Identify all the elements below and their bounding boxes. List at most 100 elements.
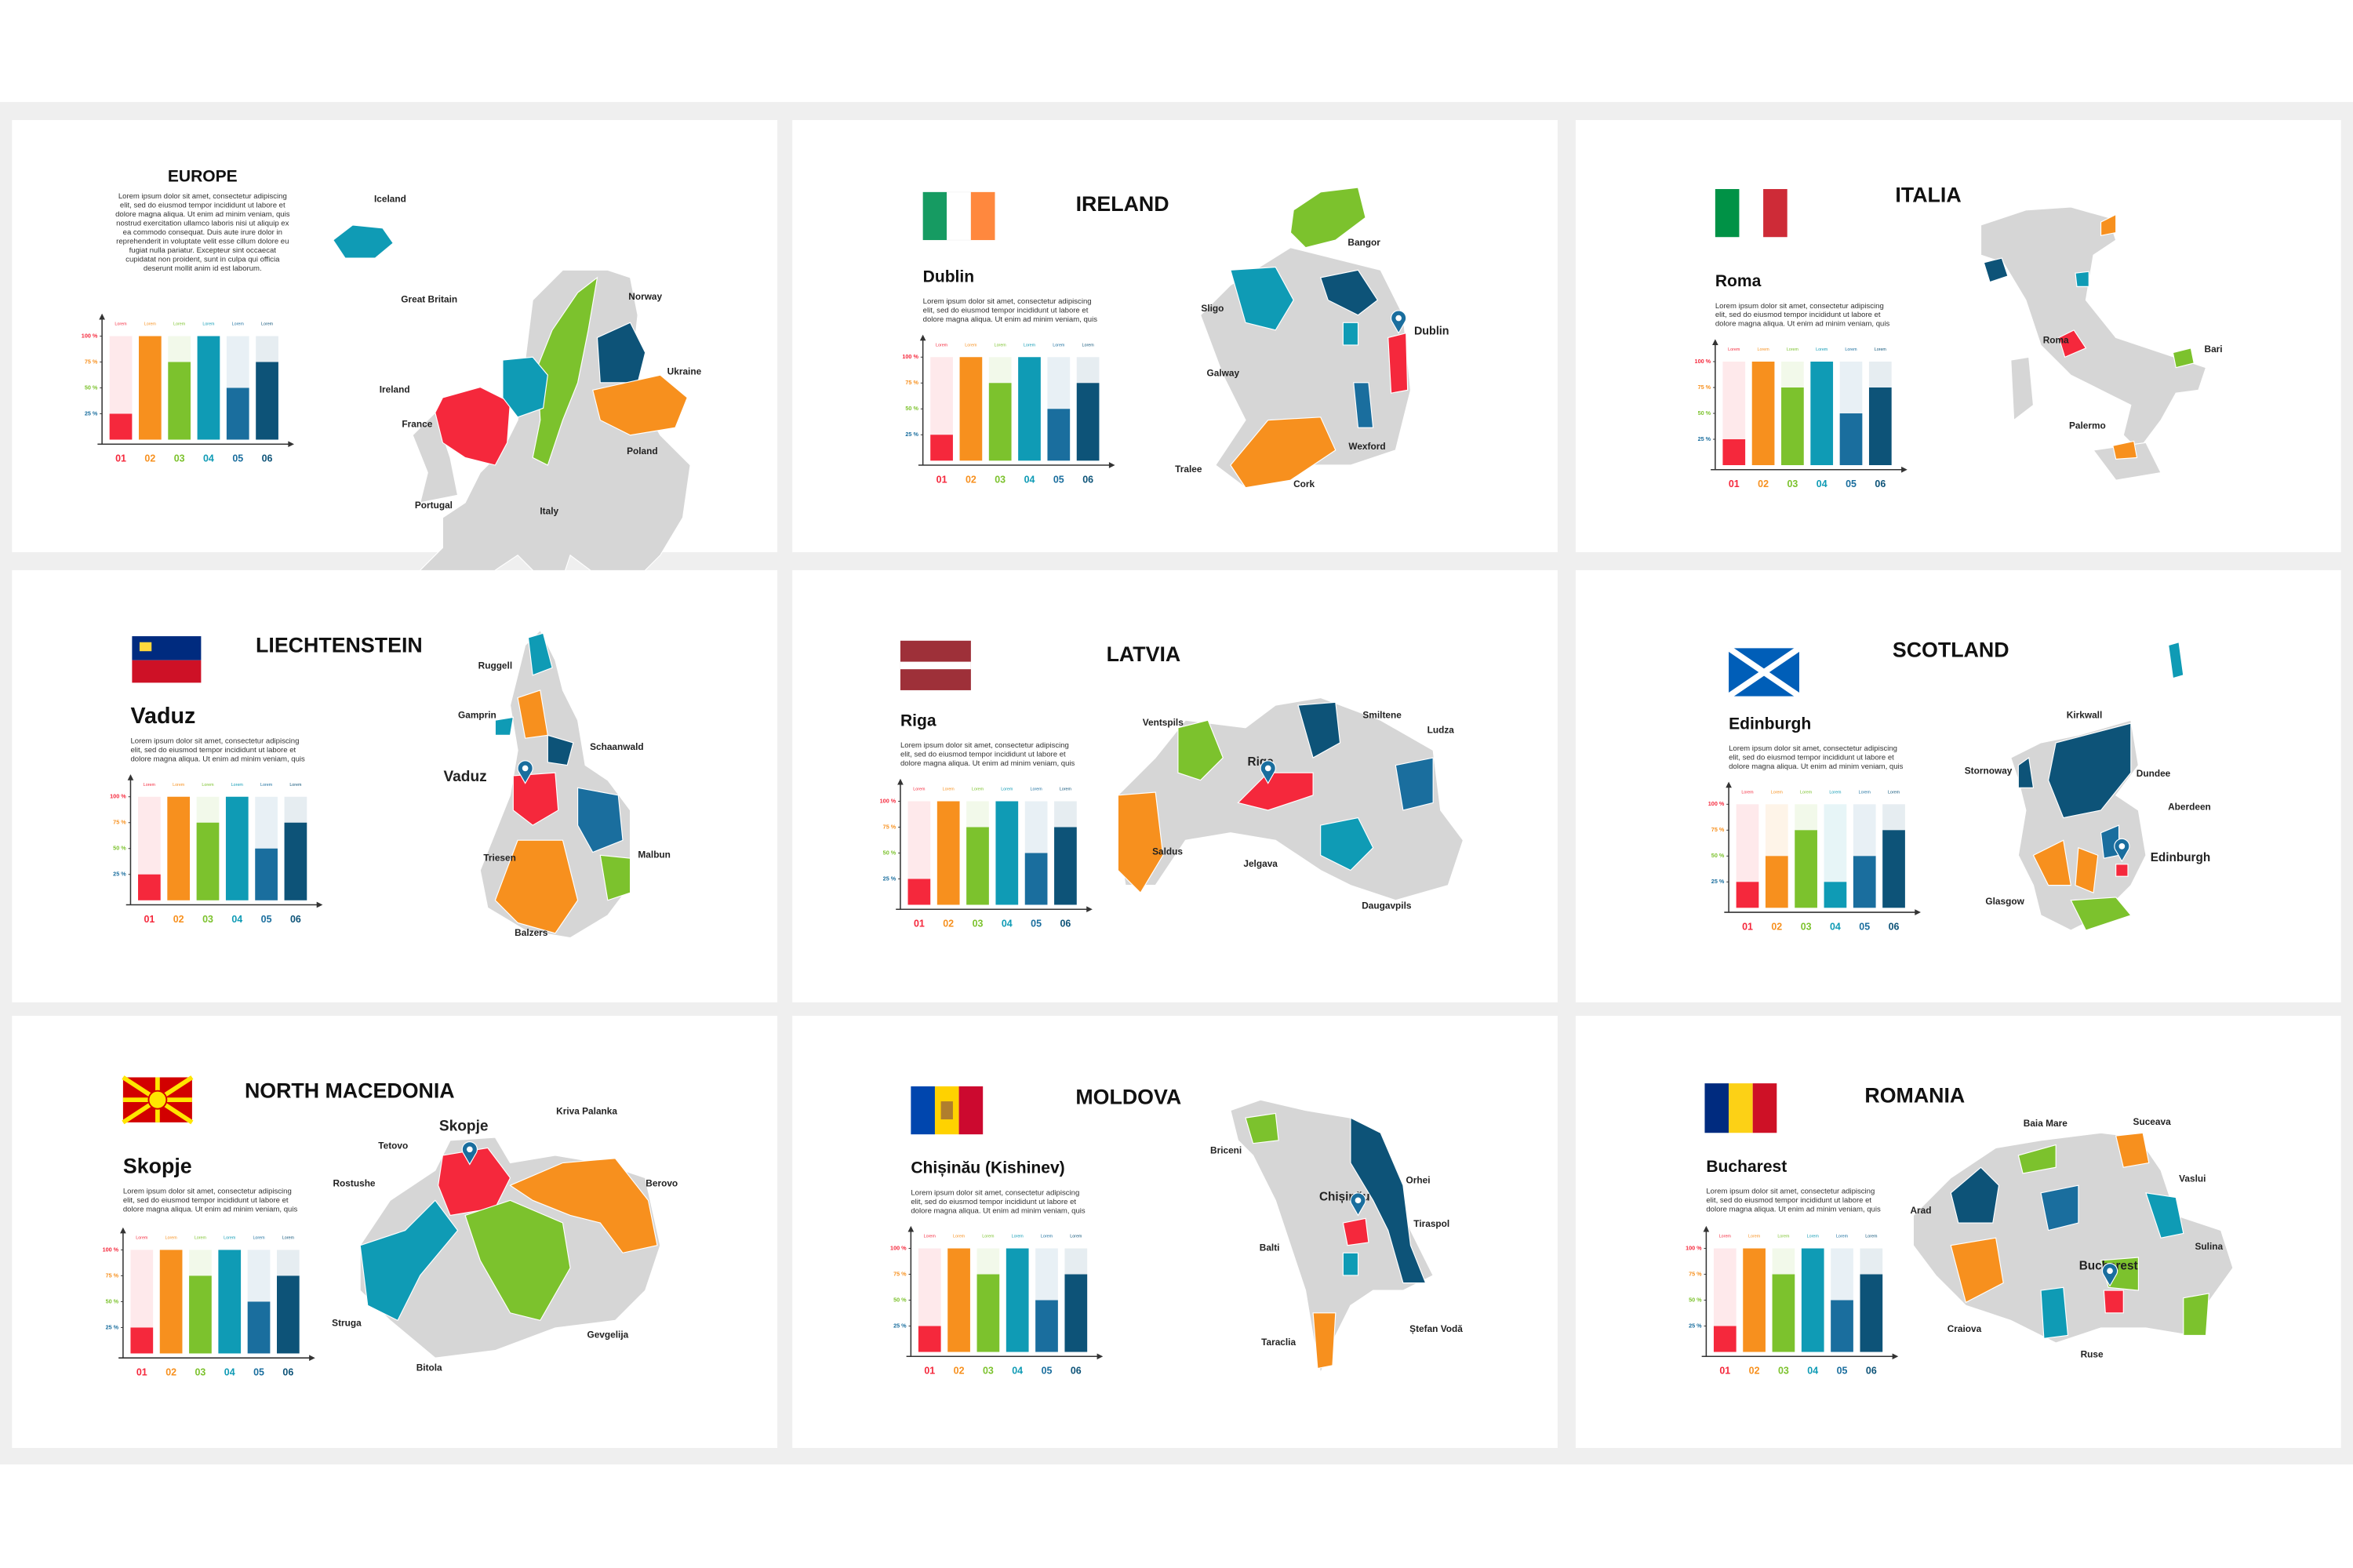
bar-caption: Lorem <box>231 783 244 788</box>
map-label: Schaanwald <box>590 741 644 752</box>
x-tick-label: 06 <box>1060 919 1071 930</box>
body-text: ea commodo consequat. Duis aute irure do… <box>123 228 282 237</box>
x-tick-label: 02 <box>943 919 954 930</box>
map-pin-dot <box>1355 1197 1362 1204</box>
body-text: Lorem ipsum dolor sit amet, consectetur … <box>1706 1187 1875 1195</box>
x-tick-label: 03 <box>995 474 1006 485</box>
bar <box>1839 413 1863 466</box>
bar-caption: Lorem <box>1875 347 1887 352</box>
map-label: Arad <box>1910 1205 1931 1216</box>
map-label: Norway <box>628 291 662 302</box>
axis-arrow <box>919 334 926 341</box>
x-tick-label: 06 <box>1071 1366 1082 1377</box>
x-tick-label: 06 <box>1082 474 1093 485</box>
body-text: elit, sed do eiusmod tempor incididunt u… <box>123 1196 289 1205</box>
x-tick-label: 04 <box>203 453 214 464</box>
x-tick-label: 05 <box>1837 1366 1848 1377</box>
map-pin-dot <box>2107 1268 2113 1275</box>
bar <box>1006 1248 1029 1352</box>
map-region <box>547 734 574 766</box>
x-tick-label: 01 <box>1719 1366 1730 1377</box>
y-tick-label: 50 % <box>1698 409 1711 417</box>
map-region <box>577 787 624 853</box>
bar-caption: Lorem <box>136 1236 148 1241</box>
map-label: Italy <box>540 505 558 516</box>
axis-arrow <box>127 774 134 780</box>
y-tick-label: 75 % <box>1711 826 1725 833</box>
bar-caption: Lorem <box>1082 343 1095 347</box>
body-text: deserunt mollit anim id est laborum. <box>144 264 262 273</box>
flag-romania <box>1704 1083 1777 1133</box>
x-tick-label: 06 <box>1875 478 1886 489</box>
axis-arrow <box>309 1355 315 1362</box>
map-region <box>2048 722 2132 819</box>
x-tick-label: 06 <box>282 1367 293 1378</box>
map-region <box>1312 1312 1337 1370</box>
map-label: Portugal <box>415 500 453 511</box>
map-label: Dundee <box>2137 768 2171 779</box>
x-tick-label: 01 <box>136 1367 147 1378</box>
map-region <box>1230 417 1337 489</box>
y-tick-label: 25 % <box>883 875 896 882</box>
y-tick-label: 50 % <box>113 845 126 852</box>
slide <box>1575 120 2341 552</box>
bar-caption: Lorem <box>232 322 245 327</box>
y-tick-label: 75 % <box>106 1271 119 1279</box>
city-name: Chișinău (Kishinev) <box>911 1159 1064 1177</box>
bar-caption: Lorem <box>144 322 157 327</box>
map-region <box>527 632 553 676</box>
map-region <box>1342 322 1359 346</box>
map-region <box>2040 1286 2069 1339</box>
bar <box>930 435 953 461</box>
map-pin-dot <box>522 765 529 772</box>
body-text: Lorem ipsum dolor sit amet, consectetur … <box>900 741 1069 750</box>
map-label: Daugavpils <box>1362 900 1412 911</box>
map-region <box>2070 897 2132 931</box>
map-region <box>1320 817 1374 871</box>
y-tick-label: 50 % <box>883 849 896 856</box>
map-label: Struga <box>332 1317 362 1328</box>
map-region <box>532 276 598 466</box>
body-text: elit, sed do eiusmod tempor incididunt u… <box>1706 1196 1871 1205</box>
map-label: Poland <box>627 446 658 457</box>
map-region <box>2017 1144 2057 1174</box>
map-label: Kirkwall <box>2067 710 2102 721</box>
axis-arrow <box>1108 462 1115 468</box>
body-text: reprehenderit in voluptate velit esse ci… <box>116 238 289 246</box>
bar-caption: Lorem <box>1816 347 1828 352</box>
map-region <box>359 1199 459 1322</box>
map-region <box>494 839 579 934</box>
bar-caption: Lorem <box>115 322 127 327</box>
bar-caption: Lorem <box>972 788 984 792</box>
axis-arrow <box>288 441 294 448</box>
map-region <box>2075 846 2099 894</box>
y-tick-label: 25 % <box>1698 435 1711 442</box>
bar-caption: Lorem <box>995 343 1007 347</box>
y-tick-label: 50 % <box>85 384 98 391</box>
bar <box>1722 439 1746 466</box>
bar <box>225 796 249 900</box>
body-text: Lorem ipsum dolor sit amet, consectetur … <box>1715 302 1884 311</box>
axis-arrow <box>1086 906 1093 913</box>
x-tick-label: 01 <box>115 453 126 464</box>
x-tick-label: 01 <box>1742 921 1753 932</box>
bar-caption: Lorem <box>953 1235 966 1239</box>
axis-arrow <box>1901 466 1907 473</box>
map-region <box>512 772 559 826</box>
x-tick-label: 04 <box>1012 1366 1023 1377</box>
bar-caption: Lorem <box>1771 790 1784 795</box>
map-label: Ventspils <box>1143 717 1184 728</box>
x-tick-label: 03 <box>1787 478 1798 489</box>
body-text: nostrud exercitation ullamco laboris nis… <box>116 220 289 228</box>
bar <box>1064 1274 1088 1352</box>
y-tick-label: 25 % <box>905 431 918 438</box>
bar <box>1076 383 1100 461</box>
map-region <box>1387 332 1409 394</box>
map-label: Edinburgh <box>2151 851 2210 864</box>
map-region <box>494 716 515 736</box>
map-pin <box>1350 1192 1366 1217</box>
bar <box>1024 853 1048 905</box>
x-tick-label: 04 <box>1817 478 1827 489</box>
map-label: Craiova <box>1947 1323 1982 1334</box>
body-text: elit, sed do eiusmod tempor incididunt u… <box>923 307 1089 315</box>
